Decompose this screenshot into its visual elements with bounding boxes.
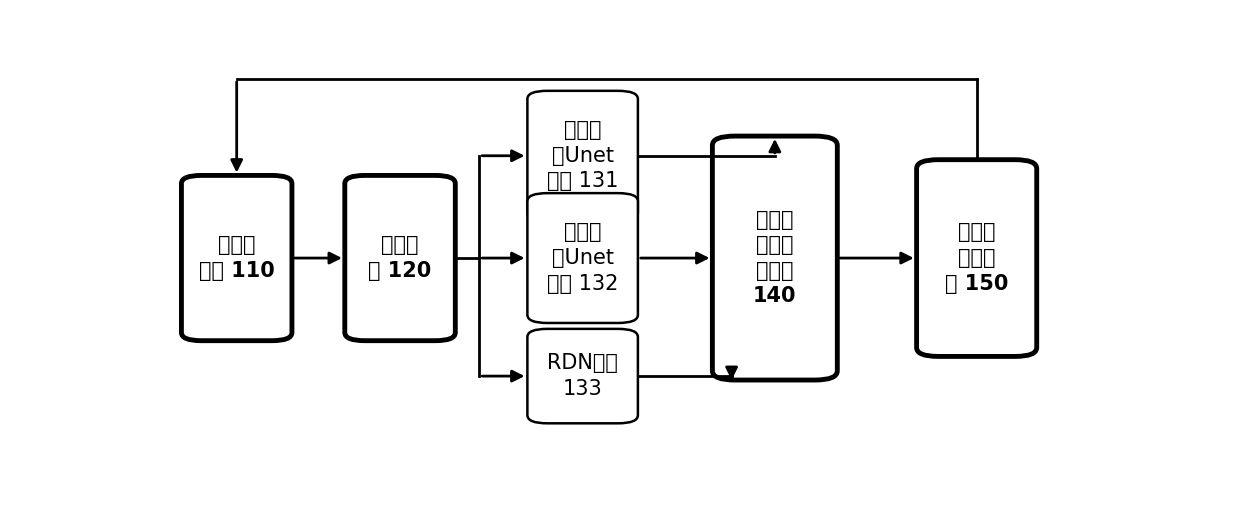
FancyBboxPatch shape: [713, 136, 837, 380]
FancyBboxPatch shape: [527, 91, 637, 221]
Text: 切片单
元 120: 切片单 元 120: [368, 235, 432, 281]
FancyBboxPatch shape: [527, 329, 637, 423]
FancyBboxPatch shape: [916, 159, 1037, 357]
FancyBboxPatch shape: [181, 175, 291, 341]
FancyBboxPatch shape: [345, 175, 455, 341]
Text: RDN单元
133: RDN单元 133: [547, 353, 618, 399]
Text: 第一扩
张Unet
单元 131: 第一扩 张Unet 单元 131: [547, 120, 619, 191]
Text: 多任务
学习单
元 150: 多任务 学习单 元 150: [945, 222, 1008, 294]
FancyBboxPatch shape: [527, 193, 637, 323]
Text: 第二扩
张Unet
单元 132: 第二扩 张Unet 单元 132: [547, 222, 619, 294]
Text: 多视图
形状约
束单元
140: 多视图 形状约 束单元 140: [753, 210, 796, 307]
Text: 下采样
单元 110: 下采样 单元 110: [198, 235, 274, 281]
